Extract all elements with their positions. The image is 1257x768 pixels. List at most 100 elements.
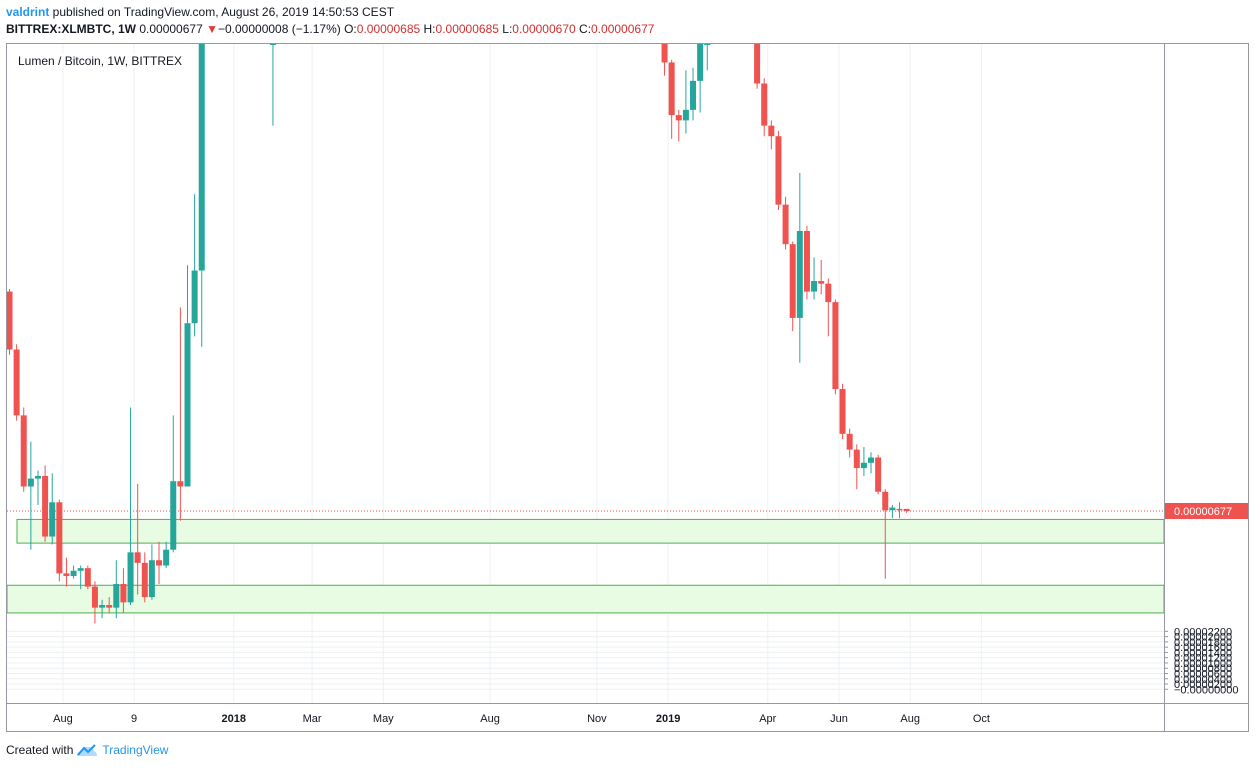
low-value: 0.00000670	[512, 22, 576, 36]
candle-body[interactable]	[70, 570, 77, 577]
candle-body[interactable]	[20, 415, 27, 487]
y-tick-label: 0.00001400	[1174, 647, 1232, 659]
x-tick-label: Mar	[303, 713, 322, 725]
down-arrow-icon: ▼	[206, 22, 218, 36]
candle-body[interactable]	[789, 244, 796, 318]
last-price-badge-label: 0.00000677	[1174, 506, 1232, 518]
candle-body[interactable]	[832, 302, 839, 390]
x-tick-label: 2018	[222, 713, 246, 725]
y-tick-label: −0.00000000	[1174, 684, 1239, 696]
footer: Created with TradingView	[6, 743, 168, 757]
candle-body[interactable]	[148, 560, 155, 598]
support-zone	[7, 584, 1165, 614]
candle-body[interactable]	[697, 44, 704, 81]
candle-body[interactable]	[768, 125, 775, 137]
support-zone	[16, 518, 1165, 544]
last-price-label: 0.00000677	[139, 22, 203, 36]
candle-body[interactable]	[761, 83, 768, 126]
candle-body[interactable]	[156, 560, 163, 566]
created-with-label: Created with	[6, 743, 74, 757]
candle-body[interactable]	[775, 136, 782, 205]
candle-body[interactable]	[113, 583, 120, 608]
x-tick-label: Nov	[587, 713, 607, 725]
candle-body[interactable]	[839, 389, 846, 434]
ohlc-legend: BITTREX:XLMBTC, 1W 0.00000677 ▼−0.000000…	[6, 22, 654, 36]
x-tick-label: May	[373, 713, 394, 725]
candle-body[interactable]	[99, 605, 106, 608]
candle-body[interactable]	[127, 552, 134, 603]
candle-body[interactable]	[34, 475, 41, 479]
candle-body[interactable]	[49, 502, 56, 537]
candle-body[interactable]	[868, 457, 875, 463]
last-price-badge	[1165, 502, 1248, 519]
y-tick-label: 0.00000800	[1174, 663, 1232, 675]
candle-body[interactable]	[269, 44, 276, 45]
y-tick-label: 0.00001200	[1174, 653, 1232, 665]
candle-body[interactable]	[163, 549, 170, 566]
candle-body[interactable]	[860, 462, 867, 469]
candle-body[interactable]	[134, 552, 141, 563]
tradingview-cloud-icon	[77, 744, 98, 756]
low-label: L:	[502, 22, 513, 36]
candle-body[interactable]	[882, 491, 889, 511]
candle-body[interactable]	[782, 204, 789, 245]
candle-body[interactable]	[896, 508, 903, 511]
candle-body[interactable]	[875, 457, 882, 492]
y-tick-label: 0.00000600	[1174, 669, 1232, 681]
candle-body[interactable]	[846, 433, 853, 450]
publish-info: valdrint published on TradingView.com, A…	[6, 5, 394, 19]
candle-body[interactable]	[27, 478, 34, 487]
candle-body[interactable]	[754, 44, 761, 84]
candle-body[interactable]	[661, 44, 668, 63]
candle-body[interactable]	[42, 475, 49, 537]
candle-body[interactable]	[13, 349, 20, 416]
candle-body[interactable]	[853, 449, 860, 469]
candle-body[interactable]	[141, 562, 148, 598]
x-tick-label: Apr	[759, 713, 776, 725]
candle-body[interactable]	[170, 481, 177, 550]
candle-body[interactable]	[191, 270, 198, 324]
y-tick-label: 0.00002000	[1174, 632, 1232, 644]
candle-body[interactable]	[120, 583, 127, 603]
change-label: −0.00000008 (−1.17%)	[217, 22, 341, 36]
candle-body[interactable]	[704, 44, 711, 45]
candle-body[interactable]	[825, 283, 832, 303]
candle-body[interactable]	[889, 507, 896, 511]
open-value: 0.00000685	[356, 22, 421, 36]
candle-body[interactable]	[668, 62, 675, 116]
candle-body[interactable]	[675, 115, 682, 121]
candle-body[interactable]	[682, 109, 689, 121]
x-tick-label: Oct	[973, 713, 990, 725]
candle-body[interactable]	[56, 502, 63, 574]
candle-body[interactable]	[77, 568, 84, 571]
close-label: C:	[579, 22, 592, 36]
candle-body[interactable]	[84, 568, 91, 587]
candle-body[interactable]	[818, 281, 825, 284]
x-tick-label: 2019	[656, 713, 680, 725]
candle-body[interactable]	[177, 481, 184, 487]
x-tick-label: Jun	[830, 713, 848, 725]
open-label: O:	[344, 22, 357, 36]
candle-body[interactable]	[63, 573, 70, 577]
candle-body[interactable]	[796, 231, 803, 318]
price-chart[interactable]: 0.000022000.000020000.000018000.00001600…	[7, 44, 1248, 731]
candle-body[interactable]	[690, 80, 697, 110]
y-tick-label: 0.00001600	[1174, 642, 1232, 654]
y-tick-label: 0.00001800	[1174, 637, 1232, 649]
candle-body[interactable]	[7, 291, 13, 350]
candle-body[interactable]	[184, 323, 191, 487]
candle-body[interactable]	[811, 281, 818, 292]
y-tick-label: 0.00000200	[1174, 679, 1232, 691]
candle-body[interactable]	[91, 586, 98, 608]
tradingview-brand-link[interactable]: TradingView	[102, 743, 169, 757]
author-link[interactable]: valdrint	[6, 5, 50, 19]
candle-body[interactable]	[903, 508, 910, 511]
x-tick-label: Aug	[480, 713, 500, 725]
chart-frame[interactable]: 0.00002200 0.00002000 0.00001800 0.00001600…	[6, 43, 1249, 732]
published-text: published on TradingView.com, August 26,…	[49, 5, 395, 19]
y-tick-label: 0.00001000	[1174, 658, 1232, 670]
candle-body[interactable]	[198, 44, 205, 271]
candle-body[interactable]	[803, 231, 810, 292]
close-value: 0.00000677	[591, 22, 655, 36]
candle-body[interactable]	[106, 605, 113, 608]
